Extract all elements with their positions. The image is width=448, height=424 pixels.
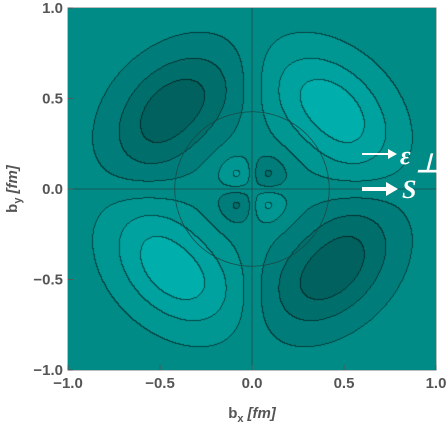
epsilon-arrow-annotation: ε ⊥ (362, 141, 439, 178)
spin-label: S (402, 175, 416, 204)
y-axis-symbol: b (4, 204, 21, 213)
x-tick-label: −1.0 (53, 375, 83, 392)
spin-arrow-annotation: S (362, 175, 416, 204)
epsilon-subscript: ⊥ (416, 149, 439, 178)
x-axis-ticks: −1.0 −0.5 0.0 0.5 1.0 (53, 365, 446, 392)
x-axis-title: bx [fm] (228, 405, 277, 424)
epsilon-arrowhead-icon (388, 149, 397, 159)
y-axis-ticks: −1.0 −0.5 0.0 0.5 1.0 (33, 0, 73, 379)
x-tick-label: 0.0 (242, 375, 263, 392)
y-tick-label: 0.5 (42, 91, 63, 108)
x-axis-unit: [fm] (246, 405, 276, 422)
y-tick-label: 0.0 (42, 181, 63, 198)
spin-arrowhead-icon (386, 182, 398, 196)
y-axis-title: by [fm] (4, 164, 24, 213)
x-tick-label: 1.0 (426, 375, 447, 392)
epsilon-label: ε (400, 141, 411, 170)
x-tick-label: −0.5 (145, 375, 175, 392)
y-tick-label: −0.5 (33, 272, 63, 289)
x-axis-symbol: b (228, 405, 237, 422)
y-axis-unit: [fm] (4, 164, 21, 194)
x-axis-subscript: x (237, 413, 244, 424)
y-axis-subscript: y (12, 197, 24, 204)
y-tick-label: −1.0 (33, 362, 63, 379)
y-tick-label: 1.0 (42, 0, 63, 17)
x-tick-label: 0.5 (334, 375, 355, 392)
